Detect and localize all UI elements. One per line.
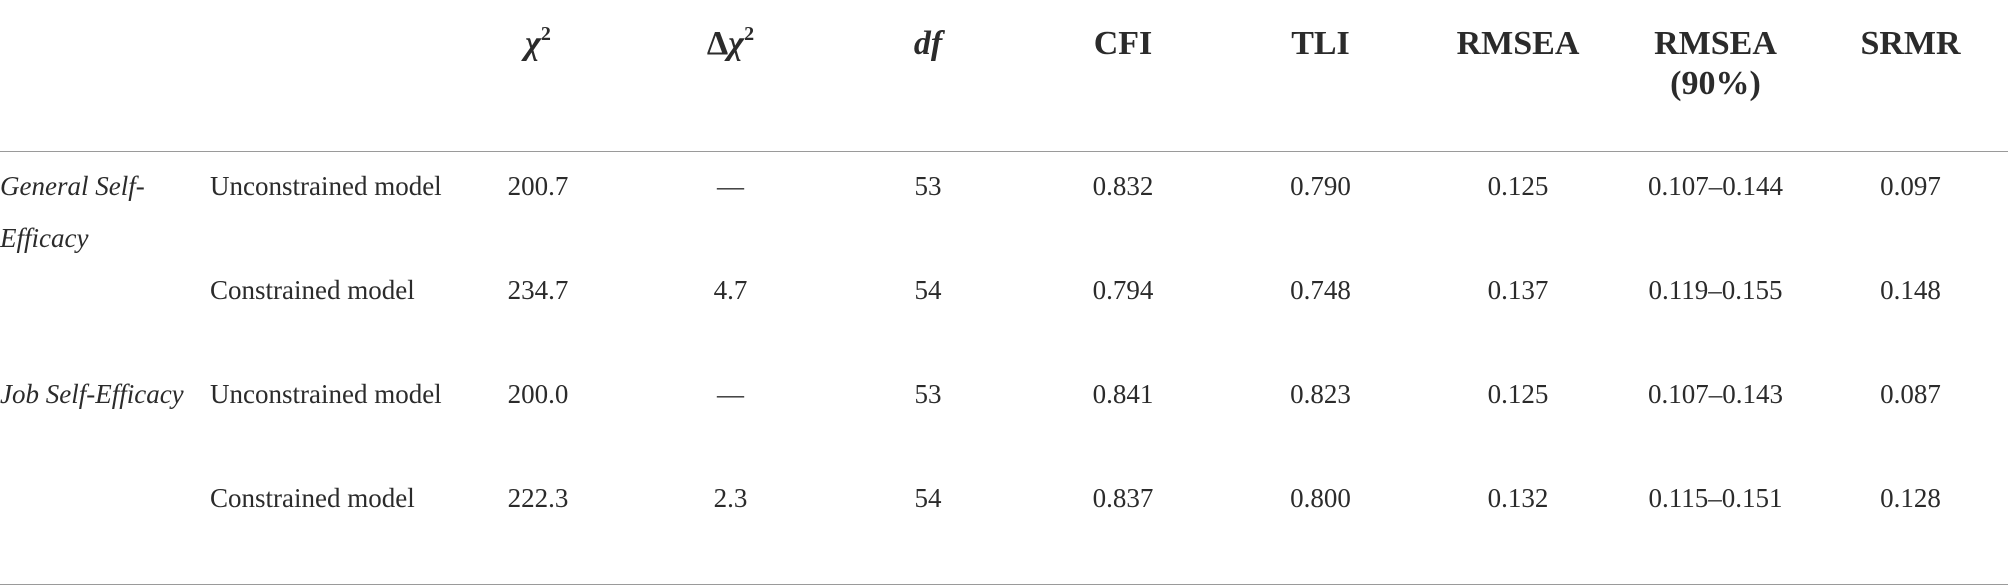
header-df: df [833, 0, 1023, 152]
table-row: General Self-Efficacy Unconstrained mode… [0, 152, 2008, 265]
cell-rmsea: 0.132 [1418, 472, 1618, 585]
cell-rmsea-ci: 0.107–0.144 [1648, 171, 1783, 201]
cell-df: 54 [914, 275, 942, 305]
cell-tli: 0.790 [1290, 171, 1351, 201]
delta-chi-symbol: χ [728, 25, 745, 62]
cell-srmr: 0.087 [1880, 379, 1941, 409]
cell-srmr: 0.128 [1813, 472, 2008, 585]
cell-group [0, 472, 208, 585]
cell-rmsea-ci: 0.107–0.143 [1648, 379, 1783, 409]
cell-cfi: 0.841 [1092, 379, 1154, 409]
header-cfi: CFI [1023, 0, 1223, 152]
cell-model: Constrained model [208, 472, 448, 585]
cell-group: General Self-Efficacy [0, 171, 145, 253]
cell-tli: 0.748 [1290, 275, 1351, 305]
cell-chi2: 222.3 [448, 472, 628, 585]
cell-cfi: 0.837 [1023, 472, 1223, 585]
header-chi-square: χ2 [448, 0, 628, 152]
cell-srmr: 0.148 [1880, 275, 1941, 305]
header-delta-chi-square: Δχ2 [628, 0, 833, 152]
header-tli: TLI [1223, 0, 1418, 152]
cell-df: 54 [833, 472, 1023, 585]
cell-tli: 0.800 [1223, 472, 1418, 585]
header-model [208, 0, 448, 152]
cell-df: 53 [914, 171, 942, 201]
cell-chi2: 200.7 [507, 171, 569, 201]
chi-symbol: χ [525, 25, 541, 62]
table-row: Job Self-Efficacy Unconstrained model 20… [0, 368, 2008, 472]
cell-tli: 0.823 [1290, 379, 1351, 409]
chi-superscript: 2 [540, 23, 551, 45]
cell-rmsea: 0.125 [1487, 171, 1549, 201]
table-row: Constrained model 222.3 2.3 54 0.837 0.8… [0, 472, 2008, 585]
cell-group [0, 264, 208, 368]
cell-model: Constrained model [210, 275, 415, 305]
cell-delta-chi2: 4.7 [713, 275, 748, 305]
table-body: General Self-Efficacy Unconstrained mode… [0, 152, 2008, 585]
cell-cfi: 0.794 [1092, 275, 1154, 305]
cell-rmsea: 0.137 [1487, 275, 1549, 305]
header-row: χ2 Δχ2 df CFI TLI RMSEA RMSEA (90%) SRMR [0, 0, 2008, 152]
cell-cfi: 0.832 [1092, 171, 1154, 201]
cell-rmsea-ci: 0.119–0.155 [1648, 275, 1783, 305]
header-rmsea-ci-line1: RMSEA [1654, 25, 1777, 62]
cell-df: 53 [914, 379, 942, 409]
delta-chi-superscript: 2 [744, 23, 755, 45]
cell-model: Unconstrained model [210, 171, 442, 201]
header-rmsea-ci-line2: (90%) [1670, 65, 1761, 102]
cell-rmsea: 0.125 [1487, 379, 1549, 409]
cell-chi2: 200.0 [507, 379, 569, 409]
table-row: Constrained model 234.7 4.7 54 0.794 0.7… [0, 264, 2008, 368]
cell-group: Job Self-Efficacy [0, 379, 184, 409]
header-rmsea-ci: RMSEA (90%) [1618, 0, 1813, 152]
header-srmr: SRMR [1813, 0, 2008, 152]
header-group [0, 0, 208, 152]
cell-delta-chi2: — [717, 171, 744, 201]
cell-srmr: 0.097 [1880, 171, 1941, 201]
header-rmsea: RMSEA [1418, 0, 1618, 152]
cell-chi2: 234.7 [507, 275, 569, 305]
cell-model: Unconstrained model [210, 379, 442, 409]
cell-delta-chi2: — [717, 379, 744, 409]
cell-delta-chi2: 2.3 [628, 472, 833, 585]
table-header: χ2 Δχ2 df CFI TLI RMSEA RMSEA (90%) SRMR [0, 0, 2008, 152]
cell-rmsea-ci: 0.115–0.151 [1618, 472, 1813, 585]
delta-symbol: Δ [706, 25, 729, 62]
